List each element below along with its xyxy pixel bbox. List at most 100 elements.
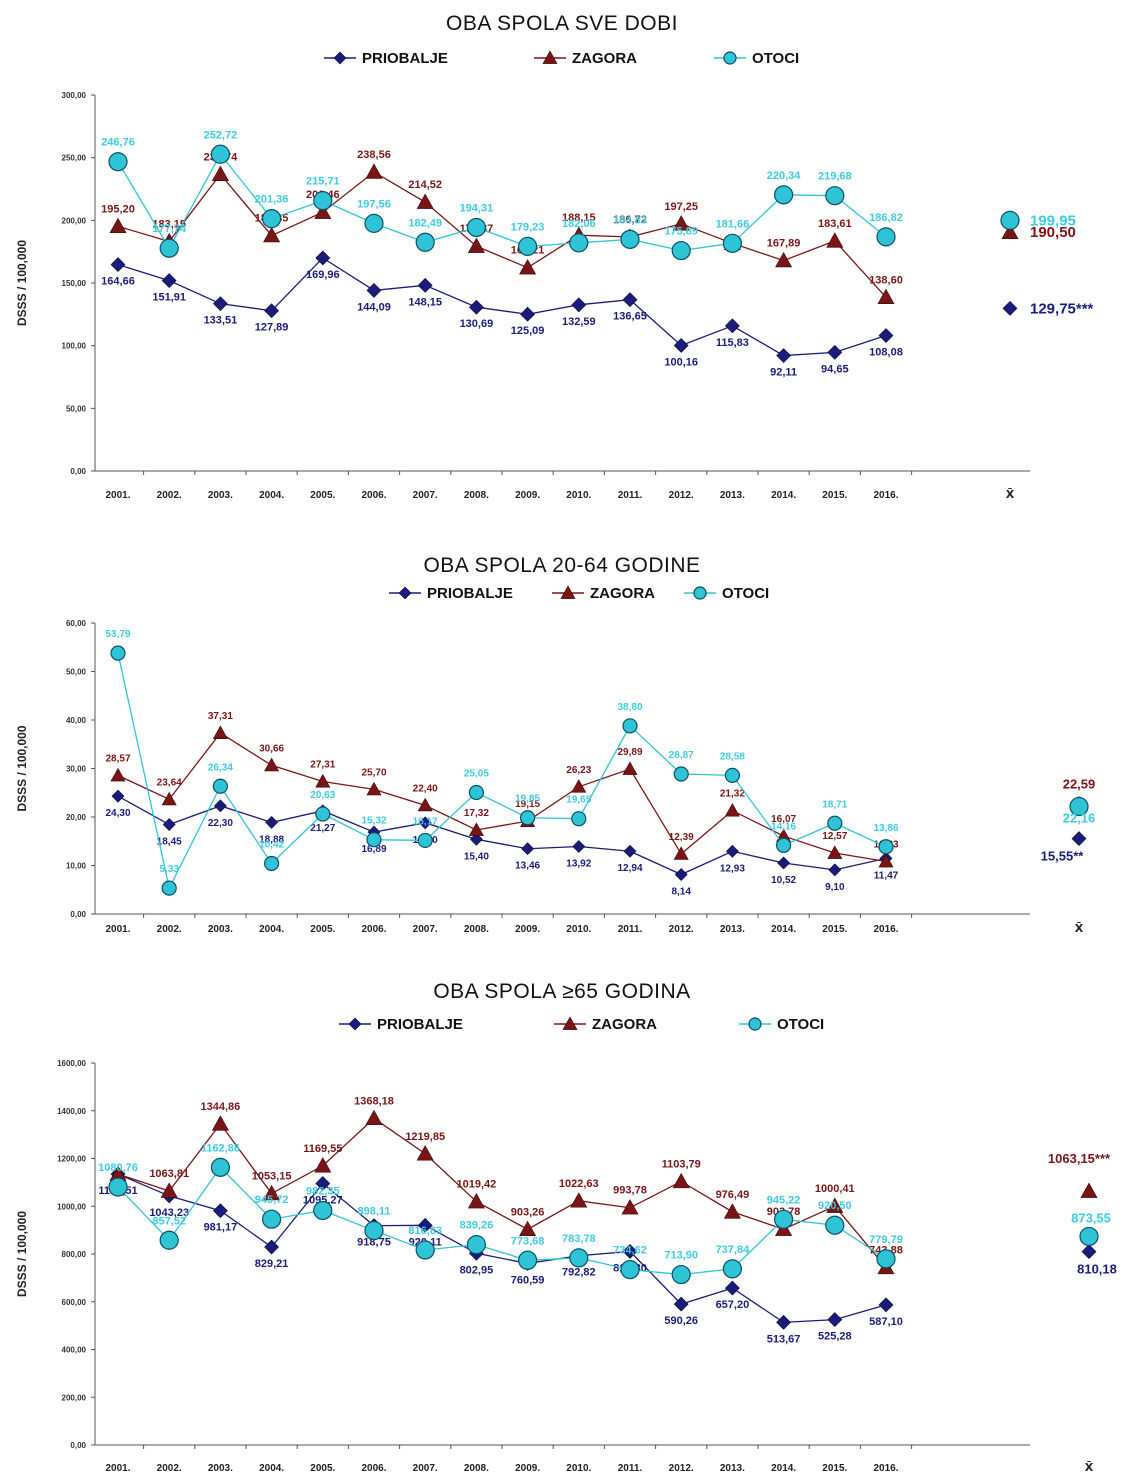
point-circle: [517, 236, 538, 256]
x-tick-label: 2005.: [310, 490, 335, 501]
point-triangle: [160, 1182, 178, 1198]
point-circle: [315, 806, 331, 822]
point-circle: [773, 185, 794, 205]
y-tick-label: 50,00: [66, 668, 87, 677]
legend-label: OTOCI: [752, 50, 799, 67]
point-circle: [468, 784, 484, 801]
x-tick-label: 2002.: [157, 924, 182, 935]
data-label: 25,05: [464, 769, 489, 780]
x-tick-label: 2016.: [873, 490, 898, 501]
point-circle: [161, 880, 177, 896]
series-line: [117, 1166, 887, 1276]
point-circle: [212, 778, 228, 794]
x-tick-label: 2004.: [259, 490, 284, 501]
data-label: 26,34: [208, 762, 233, 773]
x-tick-label: 2014.: [771, 924, 796, 935]
data-label: 164,66: [101, 276, 135, 288]
x-tick-label: 2005.: [310, 1463, 335, 1474]
data-label: 246,76: [101, 137, 135, 149]
data-label: 15,32: [361, 816, 386, 827]
point-diamond: [469, 832, 483, 846]
point-diamond: [417, 277, 433, 293]
x-tick-label: 2001.: [105, 1463, 130, 1474]
point-diamond: [212, 1203, 228, 1219]
point-triangle: [877, 288, 895, 304]
point-triangle: [365, 1109, 383, 1126]
y-tick-label: 40,00: [66, 716, 87, 725]
mean-marker: [1081, 1244, 1097, 1259]
data-label: 829,21: [255, 1258, 289, 1270]
data-label: 215,71: [306, 176, 340, 188]
data-label: 181,66: [716, 218, 750, 230]
mean-value-label: 22,16: [1063, 811, 1096, 826]
x-tick-label: 2002.: [157, 1463, 182, 1474]
chart-panel-all-ages: OBA SPOLA SVE DOBI 0,00 50,00 100,00 150,00…: [0, 0, 1124, 505]
legend-label: ZAGORA: [590, 585, 655, 602]
point-triangle: [416, 1145, 434, 1161]
data-label: 12,57: [822, 831, 847, 842]
point-diamond: [725, 844, 739, 858]
point-triangle: [263, 226, 281, 243]
y-tick-label: 100,00: [62, 342, 87, 351]
legend-item-zagora: ZAGORA: [534, 50, 637, 67]
series-zagora: 1063,81 1344,86 1053,15 1169,55 1368,18 1219,…: [109, 1095, 1111, 1275]
data-label: 27,31: [310, 760, 335, 771]
data-label: 1053,15: [252, 1171, 292, 1183]
point-circle: [466, 1235, 486, 1255]
chart-svg: 0,00 10,00 20,00 30,00 40,00 50,00 60,00 DSSS /…: [15, 585, 1096, 935]
point-diamond: [264, 1239, 280, 1255]
point-diamond: [622, 292, 638, 308]
data-label: 100,16: [664, 356, 698, 368]
point-diamond: [724, 318, 740, 334]
x-tick-label: 2006.: [361, 924, 386, 935]
y-tick-label: 800,00: [62, 1250, 87, 1259]
series-line: [117, 1117, 887, 1268]
point-circle: [210, 144, 230, 164]
point-diamond: [724, 1280, 740, 1296]
point-triangle: [673, 846, 689, 860]
legend-label: OTOCI: [722, 585, 769, 602]
data-label: 1103,79: [662, 1158, 701, 1170]
point-circle: [264, 855, 280, 872]
data-label: 148,15: [408, 296, 442, 308]
y-tick-label: 60,00: [66, 619, 87, 628]
data-label: 175,89: [664, 226, 698, 238]
x-tick-label: 2015.: [822, 924, 847, 935]
data-label: 19,65: [566, 795, 591, 806]
point-triangle: [468, 822, 484, 836]
legend-label: PRIOBALJE: [427, 585, 513, 602]
point-triangle: [519, 259, 537, 275]
mean-value-label: 129,75***: [1030, 300, 1094, 317]
data-label: 182,49: [408, 217, 442, 229]
point-triangle: [621, 1199, 639, 1215]
data-label: 183,61: [818, 218, 852, 230]
point-triangle: [723, 1203, 741, 1219]
data-label: 132,59: [562, 316, 596, 328]
mean-value-label: 1063,15***: [1048, 1151, 1111, 1166]
data-label: 144,09: [357, 301, 391, 313]
data-label: 1080,76: [98, 1162, 138, 1174]
data-label: 151,91: [152, 292, 186, 304]
mean-marker: [1069, 796, 1089, 817]
series-line: [117, 171, 887, 298]
data-label: 138,60: [869, 274, 903, 286]
data-label: 816,83: [408, 1225, 442, 1237]
x-tick-label: 2014.: [771, 490, 796, 501]
point-circle: [620, 229, 640, 249]
data-label: 25,70: [361, 767, 386, 778]
y-axis-label: DSSS / 100,000: [15, 725, 29, 811]
point-circle: [827, 815, 843, 831]
point-circle: [569, 233, 589, 253]
point-triangle: [571, 779, 587, 793]
point-triangle: [110, 767, 126, 782]
legend-item-priobalje: PRIOBALJE: [339, 1016, 463, 1033]
series-line: [117, 153, 887, 252]
mean-marker: [1080, 1182, 1098, 1198]
data-label: 183,15: [152, 218, 186, 230]
data-label: 130,69: [460, 318, 494, 330]
point-triangle: [315, 773, 331, 788]
data-label: 14,16: [771, 821, 796, 832]
x-tick-label: 2001.: [105, 490, 130, 501]
point-triangle: [417, 797, 433, 812]
point-diamond: [520, 306, 536, 322]
